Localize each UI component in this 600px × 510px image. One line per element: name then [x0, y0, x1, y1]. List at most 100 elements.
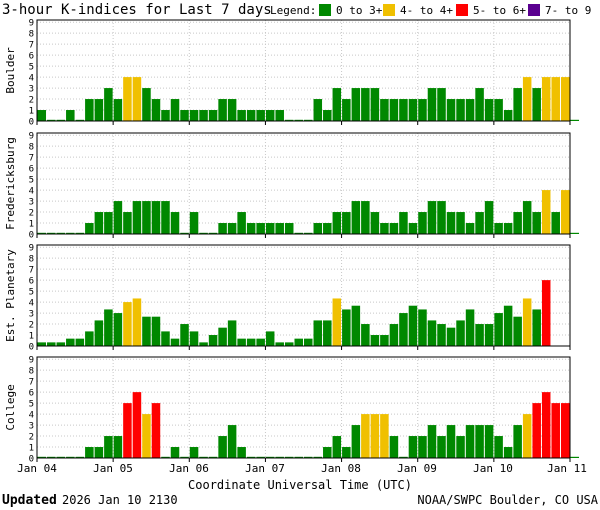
panel-2-bar-9	[123, 302, 132, 346]
panel-0-y-tick-0: 0	[29, 118, 34, 128]
panel-0-bar-24	[265, 110, 275, 121]
panel-0-y-tick-1: 1	[29, 107, 34, 117]
panel-0-bar-36	[380, 99, 389, 121]
panel-3-y-tick-6: 6	[29, 389, 34, 399]
panel-0-bar-4	[75, 119, 85, 121]
panel-0-bar-56	[570, 119, 580, 121]
panel-0-bar-13	[161, 110, 170, 121]
panel-2-bar-51	[522, 298, 532, 346]
panel-1-bar-33	[351, 201, 361, 234]
panel-2-bar-28	[304, 338, 313, 346]
panel-1-bar-32	[342, 212, 351, 234]
panel-1-bar-49	[503, 223, 513, 234]
panel-3-bar-1	[47, 456, 56, 458]
panel-1-y-tick-9: 9	[29, 132, 34, 142]
panel-2-bar-10	[132, 298, 142, 346]
panel-1-bar-50	[513, 212, 522, 234]
panel-2-bar-15	[180, 324, 189, 346]
panel-0-y-tick-3: 3	[29, 85, 34, 95]
updated-value: 2026 Jan 10 2130	[62, 493, 178, 507]
panel-0-bar-46	[475, 88, 484, 121]
panel-3-bar-34	[361, 414, 370, 458]
panel-0-bar-34	[361, 88, 370, 121]
panel-1-bar-56	[570, 232, 580, 234]
panel-3-y-tick-0: 0	[29, 455, 34, 465]
panel-1-y-tick-5: 5	[29, 176, 34, 186]
panel-2-y-tick-1: 1	[29, 332, 34, 342]
panel-2-bar-6	[94, 320, 104, 346]
panel-3-bar-40	[418, 436, 427, 458]
panel-3-bar-27	[294, 456, 303, 458]
panel-3-bar-10	[132, 392, 142, 458]
panel-1-y-tick-3: 3	[29, 198, 34, 208]
panel-1-y-tick-7: 7	[29, 154, 34, 164]
panel-2-border	[36, 244, 571, 347]
panel-3-bar-4	[75, 456, 85, 458]
panel-1-bar-3	[66, 232, 75, 234]
panel-0-bar-0	[37, 110, 47, 121]
panel-1-bar-9	[123, 212, 132, 234]
x-axis-label: Coordinate Universal Time (UTC)	[188, 478, 412, 492]
panel-0-bar-28	[304, 119, 313, 121]
panel-2-bar-21	[237, 338, 246, 346]
panel-0-bar-38	[399, 99, 408, 121]
panel-0-bar-43	[446, 99, 456, 121]
panel-1-bar-27	[294, 232, 303, 234]
panel-3-bar-56	[570, 456, 580, 458]
panel-3-bar-23	[256, 456, 265, 458]
panel-0-bar-18	[208, 110, 218, 121]
panel-0-y-tick-5: 5	[29, 63, 34, 73]
panel-3-bar-33	[351, 425, 361, 458]
panel-0-bar-54	[551, 77, 560, 121]
panel-0-bar-47	[484, 99, 494, 121]
panel-2-bar-19	[218, 327, 227, 346]
panel-3-bar-15	[180, 456, 189, 458]
panel-3-y-tick-9: 9	[29, 356, 34, 366]
panel-0-bar-55	[560, 77, 570, 121]
panel-2-bar-30	[323, 320, 332, 346]
panel-0-bar-8	[113, 99, 123, 121]
panel-1-bar-36	[380, 223, 389, 234]
panel-1-bar-41	[427, 201, 437, 234]
panel-0-bar-25	[275, 110, 284, 121]
panel-1-bar-12	[151, 201, 161, 234]
panel-0-bar-52	[532, 88, 541, 121]
panel-2-name: Est. Planetary	[4, 249, 17, 342]
panel-0-bar-2	[56, 119, 66, 121]
panel-0-bar-23	[256, 110, 265, 121]
panel-0-bar-9	[123, 77, 132, 121]
panel-0-bar-15	[180, 110, 189, 121]
panel-2-bar-49	[503, 305, 513, 346]
panel-3-bar-49	[503, 447, 513, 458]
panel-3-bar-26	[284, 456, 294, 458]
panel-0-bar-41	[427, 88, 437, 121]
panel-0-bar-32	[342, 99, 351, 121]
panel-1-bar-52	[532, 212, 541, 234]
panel-2-bar-38	[399, 313, 408, 346]
panel-0-bar-29	[313, 99, 323, 121]
panel-1-y-tick-2: 2	[29, 209, 34, 219]
panel-1-bar-16	[189, 212, 199, 234]
panel-3-bar-16	[189, 447, 199, 458]
panel-0-bar-51	[522, 77, 532, 121]
panel-3-bar-13	[161, 456, 170, 458]
panel-0-bar-21	[237, 110, 246, 121]
panel-3-y-tick-7: 7	[29, 378, 34, 388]
panel-0-bar-22	[246, 110, 256, 121]
panel-1-bar-18	[208, 232, 218, 234]
panel-1-y-tick-0: 0	[29, 231, 34, 241]
panel-1-bar-53	[541, 190, 551, 234]
panel-3-bar-53	[541, 392, 551, 458]
panel-0-bar-14	[170, 99, 180, 121]
panel-3-bar-5	[85, 447, 94, 458]
panel-1-bar-25	[275, 223, 284, 234]
panel-2-bar-31	[332, 298, 342, 346]
panel-2-bar-48	[494, 313, 503, 346]
panel-0-bar-1	[47, 119, 56, 121]
legend-swatch-0	[319, 4, 331, 16]
panel-3-bar-12	[151, 403, 161, 458]
panel-2-bar-26	[284, 342, 294, 346]
panel-2-bar-17	[199, 342, 208, 346]
panel-1-bar-38	[399, 212, 408, 234]
